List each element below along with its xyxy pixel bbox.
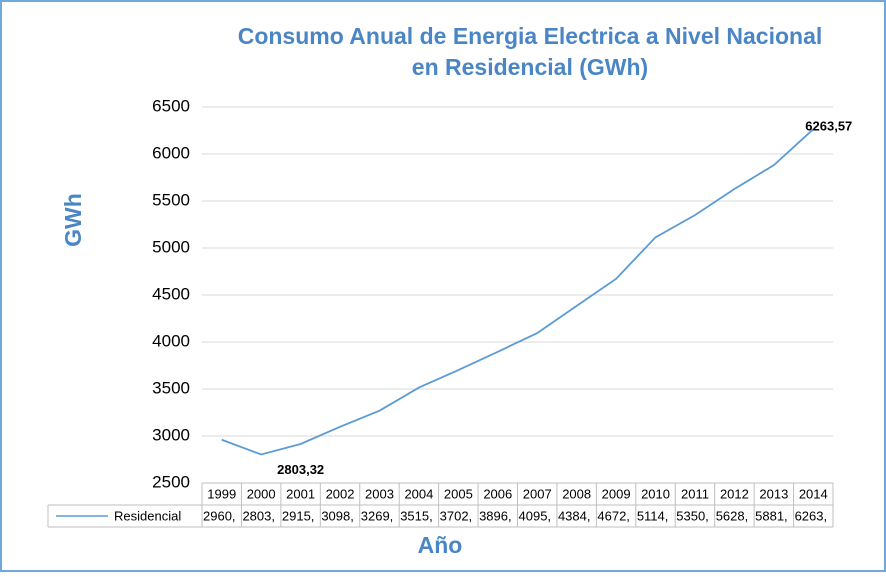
table-value: 3896, — [479, 508, 512, 523]
x-tick-label: 2002 — [326, 486, 355, 501]
chart-title: Consumo Anual de Energia Electrica a Niv… — [238, 23, 823, 49]
table-value: 5114, — [637, 508, 669, 523]
y-tick-label: 3500 — [152, 378, 190, 397]
y-axis-title: GWh — [60, 193, 86, 247]
x-tick-label: 2004 — [404, 486, 433, 501]
table-value: 5350, — [676, 508, 709, 523]
x-tick-label: 2010 — [641, 486, 670, 501]
data-label: 6263,57 — [805, 119, 852, 134]
series-line — [221, 128, 814, 456]
table-value: 3515, — [400, 508, 433, 523]
table-value: 5881, — [755, 508, 788, 523]
x-tick-label: 1999 — [207, 486, 236, 501]
x-tick-label: 2008 — [562, 486, 591, 501]
x-tick-label: 2001 — [286, 486, 315, 501]
y-tick-label: 3000 — [152, 425, 190, 444]
legend-label: Residencial — [114, 508, 181, 523]
data-label: 2803,32 — [277, 462, 324, 477]
table-value: 4095, — [519, 508, 552, 523]
table-value: 3702, — [440, 508, 473, 523]
table-value: 2803, — [242, 508, 275, 523]
y-tick-label: 5000 — [152, 237, 190, 256]
x-tick-label: 2009 — [602, 486, 631, 501]
x-tick-label: 2013 — [759, 486, 788, 501]
table-value: 3098, — [321, 508, 354, 523]
y-tick-label: 4500 — [152, 284, 190, 303]
x-tick-label: 2007 — [523, 486, 552, 501]
x-tick-label: 2012 — [720, 486, 749, 501]
table-value: 3269, — [361, 508, 394, 523]
x-tick-label: 2000 — [247, 486, 276, 501]
x-tick-label: 2006 — [483, 486, 512, 501]
x-tick-label: 2005 — [444, 486, 473, 501]
x-tick-label: 2011 — [681, 486, 709, 501]
y-tick-label: 4000 — [152, 331, 190, 350]
chart-subtitle: en Residencial (GWh) — [412, 54, 648, 80]
table-value: 5628, — [716, 508, 749, 523]
y-tick-label: 2500 — [152, 472, 190, 491]
table-value: 4384, — [558, 508, 591, 523]
table-value: 6263, — [795, 508, 828, 523]
y-tick-label: 6500 — [152, 96, 190, 115]
y-tick-label: 5500 — [152, 190, 190, 209]
table-value: 2915, — [282, 508, 315, 523]
table-value: 2960, — [203, 508, 236, 523]
y-tick-label: 6000 — [152, 143, 190, 162]
table-value: 4672, — [597, 508, 630, 523]
x-tick-label: 2014 — [799, 486, 828, 501]
x-tick-label: 2003 — [365, 486, 394, 501]
x-axis-title: Año — [418, 532, 463, 558]
